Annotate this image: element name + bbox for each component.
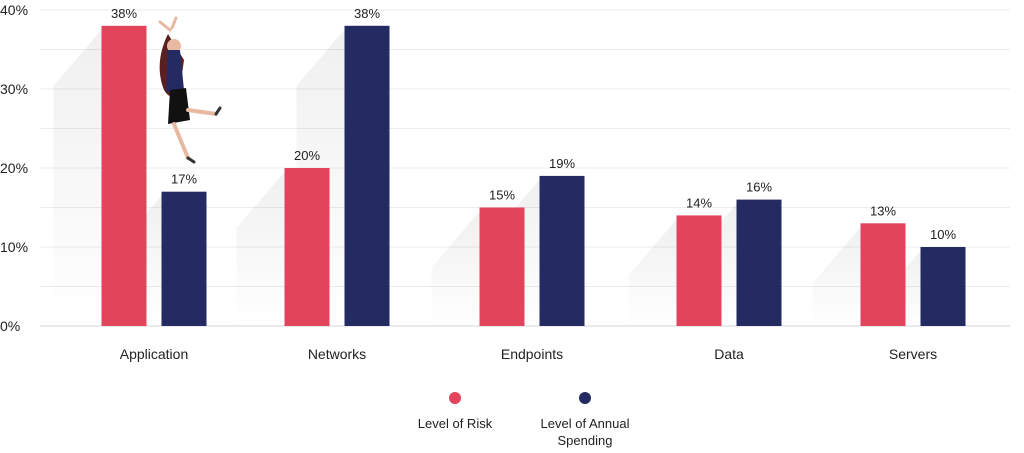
data-labels: 38% 17% 20% 38% 15% 19% 14% 16% 13% 10% bbox=[111, 6, 956, 242]
data-label: 20% bbox=[294, 148, 320, 163]
legend-spending-label-line2: Spending bbox=[558, 433, 613, 448]
bar-risk bbox=[101, 25, 147, 327]
legend: Level of Risk Level of Annual Spending bbox=[418, 392, 630, 448]
data-label: 16% bbox=[746, 180, 772, 195]
bar-spending bbox=[539, 175, 585, 326]
bar-risk bbox=[676, 215, 722, 326]
bars bbox=[101, 25, 966, 327]
legend-risk-swatch bbox=[449, 392, 461, 404]
data-label: 38% bbox=[354, 6, 380, 21]
bar-shadow bbox=[236, 172, 285, 326]
jumping-woman-illustration bbox=[158, 16, 222, 164]
x-category-label: Networks bbox=[308, 346, 366, 362]
x-category-label: Endpoints bbox=[501, 346, 563, 362]
y-tick-label: 20% bbox=[0, 160, 28, 176]
y-tick-label: 40% bbox=[0, 2, 28, 18]
bar-risk bbox=[284, 168, 330, 326]
y-axis-ticks: 0% 10% 20% 30% 40% bbox=[0, 2, 28, 334]
bar-shadow bbox=[431, 211, 480, 326]
y-tick-label: 0% bbox=[0, 318, 20, 334]
legend-risk-label: Level of Risk bbox=[418, 416, 493, 431]
x-category-label: Servers bbox=[889, 346, 937, 362]
bar-risk bbox=[479, 207, 525, 326]
data-label: 15% bbox=[489, 188, 515, 203]
bar-risk bbox=[860, 223, 906, 326]
bar-spending bbox=[161, 191, 207, 326]
bar-spending bbox=[344, 25, 390, 327]
data-label: 19% bbox=[549, 156, 575, 171]
bar-spending bbox=[920, 247, 966, 326]
x-category-label: Data bbox=[714, 346, 744, 362]
legend-spending-label-line1: Level of Annual bbox=[541, 416, 630, 431]
data-label: 14% bbox=[686, 195, 712, 210]
legend-spending-swatch bbox=[579, 392, 591, 404]
data-label: 17% bbox=[171, 172, 197, 187]
data-label: 10% bbox=[930, 227, 956, 242]
bar-shadow bbox=[53, 29, 102, 327]
data-label: 13% bbox=[870, 203, 896, 218]
y-tick-label: 30% bbox=[0, 81, 28, 97]
y-tick-label: 10% bbox=[0, 239, 28, 255]
data-label: 38% bbox=[111, 6, 137, 21]
x-category-label: Application bbox=[120, 346, 189, 362]
bar-shadow bbox=[812, 227, 861, 326]
x-axis-categories: Application Networks Endpoints Data Servers bbox=[120, 346, 937, 362]
bar-shadow bbox=[628, 219, 677, 326]
bar-spending bbox=[736, 199, 782, 326]
